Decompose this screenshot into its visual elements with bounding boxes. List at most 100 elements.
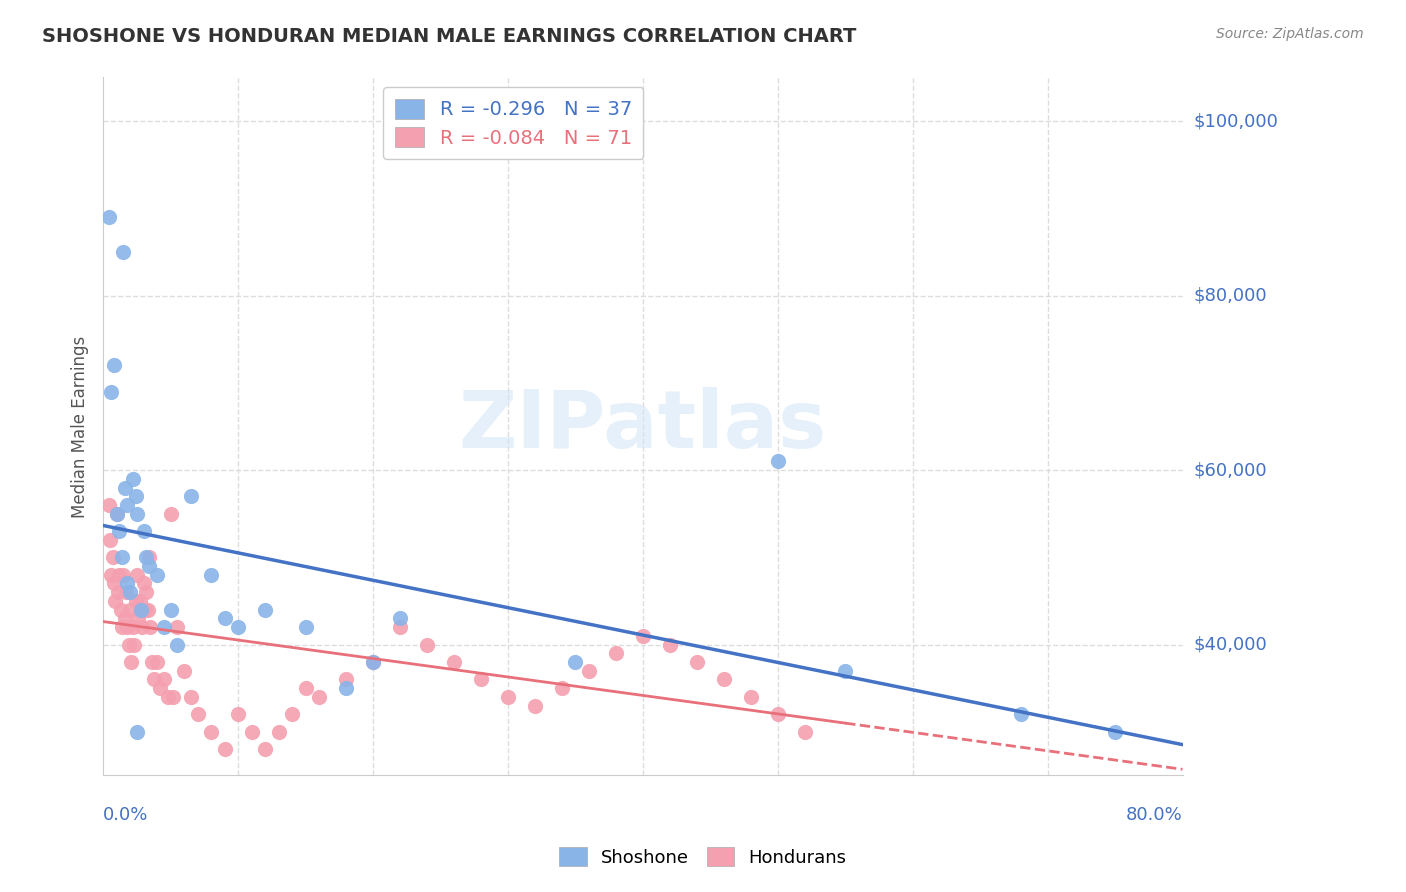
Point (686, 655, 709, 669)
Point (551, 681, 574, 696)
Legend: Shoshone, Hondurans: Shoshone, Hondurans (553, 840, 853, 874)
Point (162, 690, 184, 704)
Point (564, 655, 586, 669)
Point (124, 594, 146, 608)
Point (766, 707, 789, 722)
Point (120, 585, 142, 599)
Text: Source: ZipAtlas.com: Source: ZipAtlas.com (1216, 27, 1364, 41)
Point (111, 620, 134, 634)
Point (108, 524, 131, 538)
Text: ZIPatlas: ZIPatlas (458, 387, 827, 466)
Point (138, 559, 160, 574)
Point (97, 210, 120, 224)
Point (294, 681, 316, 696)
Point (416, 638, 439, 652)
Point (254, 742, 277, 756)
Point (117, 576, 139, 591)
Point (578, 664, 600, 678)
Point (127, 611, 149, 625)
Point (766, 454, 789, 468)
Point (100, 567, 122, 582)
Point (125, 724, 148, 739)
Point (793, 724, 815, 739)
Point (267, 724, 290, 739)
Point (254, 602, 277, 616)
Point (114, 481, 136, 495)
Text: $80,000: $80,000 (1194, 286, 1267, 304)
Point (1010, 707, 1032, 722)
Point (110, 602, 132, 616)
Point (98, 533, 121, 547)
Point (101, 550, 124, 565)
Point (166, 620, 188, 634)
Point (361, 655, 384, 669)
Point (100, 384, 122, 399)
Y-axis label: Median Male Earnings: Median Male Earnings (72, 335, 89, 517)
Point (112, 244, 135, 259)
Point (173, 664, 195, 678)
Point (138, 550, 160, 565)
Point (132, 576, 155, 591)
Point (118, 638, 141, 652)
Point (112, 567, 135, 582)
Point (180, 690, 202, 704)
Point (117, 498, 139, 512)
Point (159, 602, 181, 616)
Legend: R = -0.296   N = 37, R = -0.084   N = 71: R = -0.296 N = 37, R = -0.084 N = 71 (384, 87, 644, 160)
Point (335, 681, 357, 696)
Point (143, 673, 166, 687)
Point (713, 673, 735, 687)
Point (180, 489, 202, 503)
Point (834, 664, 856, 678)
Point (605, 646, 627, 660)
Point (294, 620, 316, 634)
Point (121, 472, 143, 486)
Point (523, 698, 546, 713)
Point (111, 550, 134, 565)
Text: $60,000: $60,000 (1194, 461, 1267, 479)
Text: 0.0%: 0.0% (103, 806, 149, 824)
Point (129, 602, 152, 616)
Point (149, 681, 172, 696)
Point (115, 585, 138, 599)
Point (135, 550, 157, 565)
Point (114, 611, 136, 625)
Point (120, 602, 142, 616)
Point (128, 594, 150, 608)
Point (443, 655, 465, 669)
Point (146, 567, 169, 582)
Point (153, 620, 176, 634)
Point (166, 638, 188, 652)
Point (200, 724, 222, 739)
Point (226, 620, 249, 634)
Point (136, 602, 159, 616)
Point (104, 594, 127, 608)
Point (141, 655, 163, 669)
Point (658, 638, 681, 652)
Point (125, 567, 148, 582)
Point (361, 655, 384, 669)
Point (122, 638, 145, 652)
Point (1104, 724, 1126, 739)
Point (139, 620, 162, 634)
Point (108, 567, 131, 582)
Point (470, 673, 492, 687)
Point (121, 620, 143, 634)
Point (496, 690, 519, 704)
Point (214, 742, 236, 756)
Point (103, 359, 125, 373)
Text: $40,000: $40,000 (1194, 636, 1267, 654)
Point (97, 498, 120, 512)
Point (388, 620, 411, 634)
Point (103, 576, 125, 591)
Point (214, 611, 236, 625)
Point (105, 507, 128, 521)
Point (134, 602, 156, 616)
Point (740, 690, 762, 704)
Point (135, 585, 157, 599)
Point (159, 507, 181, 521)
Point (226, 707, 249, 722)
Point (200, 567, 222, 582)
Point (105, 507, 128, 521)
Point (187, 707, 209, 722)
